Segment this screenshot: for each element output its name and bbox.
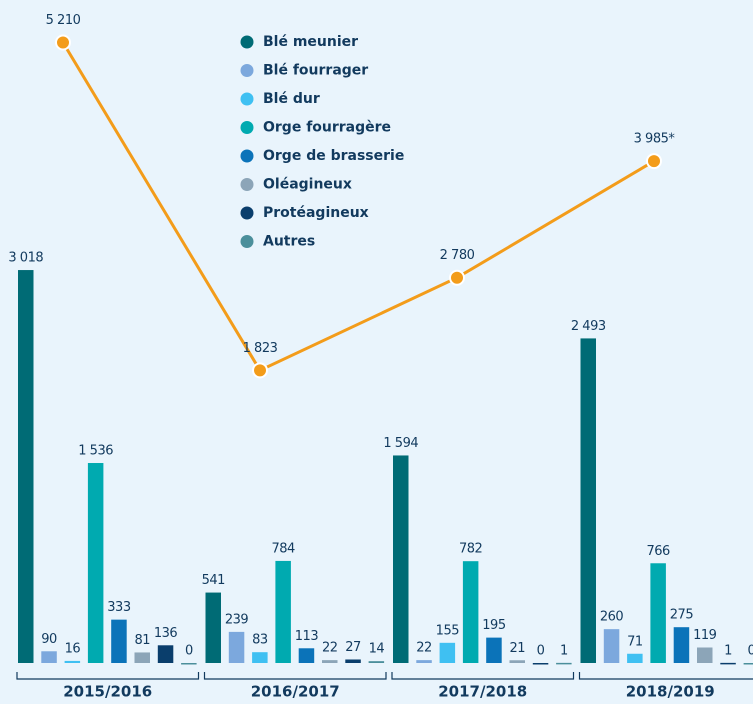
bar xyxy=(134,652,150,663)
bar xyxy=(111,619,127,663)
bar xyxy=(509,660,525,663)
data-label: 83 xyxy=(252,633,268,648)
legend-marker xyxy=(240,149,254,163)
x-tick-label: 2016/2017 xyxy=(251,683,340,701)
data-label: 3 985* xyxy=(634,132,676,147)
legend-marker xyxy=(240,235,254,248)
data-label: 136 xyxy=(154,626,178,641)
bar xyxy=(181,663,197,665)
bar xyxy=(532,663,549,665)
data-label: 22 xyxy=(322,641,338,656)
data-label: 2 780 xyxy=(440,248,475,263)
bar xyxy=(87,463,104,663)
data-label: 1 823 xyxy=(243,341,278,356)
bar xyxy=(393,455,409,663)
bar xyxy=(322,660,338,663)
legend-label: Blé meunier xyxy=(263,34,358,50)
bar xyxy=(673,627,690,663)
bar xyxy=(603,629,620,663)
data-label: 275 xyxy=(670,608,694,623)
legend-label: Blé fourrager xyxy=(263,63,368,79)
line-point xyxy=(252,362,268,379)
bar xyxy=(252,652,268,663)
legend-marker xyxy=(240,64,254,77)
category-bracket xyxy=(203,672,387,680)
bar xyxy=(627,653,643,663)
bar xyxy=(298,648,315,663)
data-label: 81 xyxy=(134,633,150,648)
bar xyxy=(41,651,57,663)
data-label: 1 594 xyxy=(383,436,418,451)
bar xyxy=(205,592,221,663)
line-point xyxy=(646,153,662,170)
bar xyxy=(157,645,174,663)
data-label: 5 210 xyxy=(46,13,81,28)
x-tick-label: 2015/2016 xyxy=(63,683,152,701)
data-label: 90 xyxy=(41,632,57,647)
legend-label: Orge fourragère xyxy=(263,120,391,136)
bar xyxy=(18,270,34,663)
category-bracket xyxy=(391,672,575,680)
legend-marker xyxy=(240,35,254,49)
legend-label: Blé dur xyxy=(263,91,320,107)
data-label: 27 xyxy=(345,640,361,655)
data-label: 1 xyxy=(724,643,732,658)
bar xyxy=(416,660,432,663)
data-label: 155 xyxy=(436,623,460,638)
data-label: 3 018 xyxy=(8,251,43,266)
legend-marker xyxy=(240,178,254,191)
legend-marker xyxy=(240,206,254,220)
legend-label: Oléagineux xyxy=(263,177,352,193)
data-label: 195 xyxy=(482,618,506,633)
data-label: 119 xyxy=(693,628,717,643)
bar xyxy=(580,338,596,663)
bar xyxy=(368,661,385,663)
data-label: 782 xyxy=(459,542,482,557)
data-label: 21 xyxy=(509,641,525,656)
bar xyxy=(64,660,81,663)
data-label: 14 xyxy=(369,642,385,657)
data-label: 2 493 xyxy=(571,319,606,334)
x-tick-label: 2018/2019 xyxy=(626,683,715,701)
bar xyxy=(720,662,736,665)
data-label: 239 xyxy=(225,612,249,627)
bar xyxy=(650,563,666,663)
category-bracket xyxy=(16,672,200,680)
bar xyxy=(345,659,361,663)
data-label: 16 xyxy=(65,641,81,656)
legend-label: Protéagineux xyxy=(263,205,369,221)
data-label: 333 xyxy=(107,600,131,615)
data-label: 0 xyxy=(185,644,193,659)
data-label: 0 xyxy=(537,644,545,659)
data-label: 784 xyxy=(271,541,295,556)
data-label: 541 xyxy=(202,573,226,588)
bar xyxy=(462,561,479,663)
line-point xyxy=(55,34,71,51)
data-label: 113 xyxy=(295,629,319,644)
legend-marker xyxy=(240,121,254,134)
line-point xyxy=(449,269,465,286)
category-bracket xyxy=(578,672,753,680)
data-label: 0 xyxy=(747,644,753,659)
bar xyxy=(743,663,753,665)
data-label: 1 xyxy=(560,643,568,658)
line xyxy=(61,41,655,373)
legend-label: Orge de brasserie xyxy=(263,148,404,164)
legend-marker xyxy=(240,92,254,106)
bar xyxy=(697,647,713,663)
bar xyxy=(275,560,291,663)
data-label: 71 xyxy=(627,634,643,649)
legend-label: Autres xyxy=(263,234,315,250)
bar xyxy=(556,662,572,665)
data-label: 1 536 xyxy=(78,444,113,459)
data-label: 260 xyxy=(600,610,624,625)
data-label: 22 xyxy=(416,641,432,656)
x-tick-label: 2017/2018 xyxy=(438,683,527,701)
bar xyxy=(439,642,456,663)
data-label: 766 xyxy=(646,544,670,559)
bar xyxy=(228,631,245,663)
bar xyxy=(486,637,502,663)
